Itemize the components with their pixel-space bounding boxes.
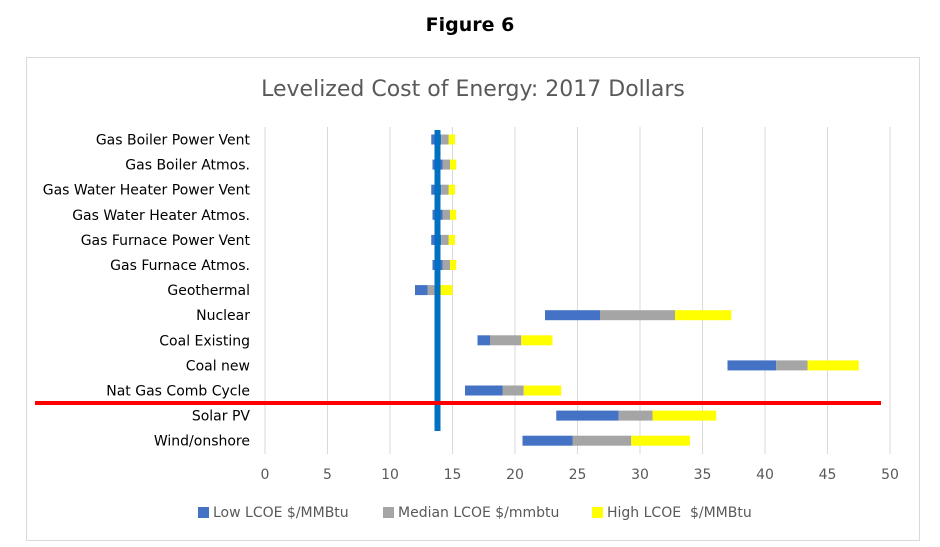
- bar-median: [442, 260, 450, 270]
- bar-high: [450, 209, 457, 220]
- bar-median: [618, 410, 653, 421]
- bar-high: [807, 360, 859, 371]
- gridlines: [264, 127, 891, 454]
- x-tick-label: 20: [506, 467, 524, 483]
- category-label: Gas Furnace Atmos.: [110, 258, 250, 274]
- bar-low: [556, 410, 619, 421]
- bar-low: [727, 360, 777, 371]
- x-tick-labels: 0 5 10 15 20 25 30 35 40 45 50: [261, 467, 899, 483]
- reference-lines: [35, 130, 881, 431]
- category-label: Coal new: [186, 358, 250, 374]
- bars: [415, 134, 859, 446]
- category-label: Gas Water Heater Power Vent: [43, 183, 251, 199]
- bar-median: [427, 285, 438, 296]
- bar-median: [572, 435, 632, 446]
- category-label: Solar PV: [192, 409, 251, 425]
- bar-high: [521, 335, 553, 346]
- bar-low: [522, 435, 573, 446]
- bar-low: [477, 335, 490, 346]
- bar-median: [502, 385, 524, 396]
- bar-median: [441, 134, 449, 145]
- x-tick-label: 15: [444, 467, 462, 483]
- category-label: Gas Boiler Atmos.: [125, 158, 250, 174]
- legend-swatch: [383, 507, 394, 518]
- x-tick-label: 10: [381, 467, 399, 483]
- bar-median: [442, 159, 450, 170]
- bar-low: [545, 310, 600, 321]
- bar-median: [442, 209, 450, 220]
- category-label: Geothermal: [167, 283, 250, 299]
- category-label: Gas Water Heater Atmos.: [72, 208, 250, 224]
- bar-high: [523, 385, 562, 396]
- category-label: Coal Existing: [159, 333, 250, 349]
- chart-title: Levelized Cost of Energy: 2017 Dollars: [261, 77, 685, 102]
- x-tick-label: 40: [756, 467, 774, 483]
- x-tick-label: 0: [261, 467, 270, 483]
- category-label: Nuclear: [196, 308, 250, 324]
- bar-high: [631, 435, 690, 446]
- bar-high: [437, 285, 453, 296]
- bar-low: [465, 385, 503, 396]
- legend-swatch: [592, 507, 603, 518]
- legend-label: Low LCOE $/MMBtu: [213, 505, 349, 521]
- bar-high: [675, 310, 732, 321]
- category-label: Gas Furnace Power Vent: [81, 233, 251, 249]
- bar-median: [490, 335, 522, 346]
- legend-swatch: [198, 507, 209, 518]
- legend-label: Median LCOE $/mmbtu: [398, 505, 559, 521]
- x-tick-label: 30: [631, 467, 649, 483]
- category-labels: Gas Boiler Power Vent Gas Boiler Atmos. Ga…: [43, 133, 251, 450]
- bar-high: [450, 159, 457, 170]
- x-tick-label: 5: [323, 467, 332, 483]
- category-label: Nat Gas Comb Cycle: [106, 384, 250, 400]
- x-tick-label: 45: [819, 467, 837, 483]
- bar-high: [448, 134, 455, 145]
- bar-low: [415, 285, 428, 296]
- bar-high: [450, 260, 457, 270]
- chart-frame: [26, 57, 920, 541]
- legend-label: High LCOE $/MMBtu: [607, 505, 752, 521]
- x-tick-label: 50: [881, 467, 899, 483]
- x-tick-label: 35: [694, 467, 712, 483]
- category-label: Wind/onshore: [154, 434, 250, 450]
- bar-high: [448, 234, 455, 245]
- bar-high: [448, 184, 455, 195]
- bar-median: [441, 184, 449, 195]
- x-tick-label: 25: [569, 467, 587, 483]
- legend: Low LCOE $/MMBtu Median LCOE $/mmbtu High …: [198, 505, 752, 521]
- bar-median: [776, 360, 808, 371]
- figure-label: Figure 6: [425, 14, 515, 36]
- bar-median: [441, 234, 449, 245]
- bar-median: [600, 310, 675, 321]
- category-label: Gas Boiler Power Vent: [96, 133, 251, 149]
- bar-high: [652, 410, 717, 421]
